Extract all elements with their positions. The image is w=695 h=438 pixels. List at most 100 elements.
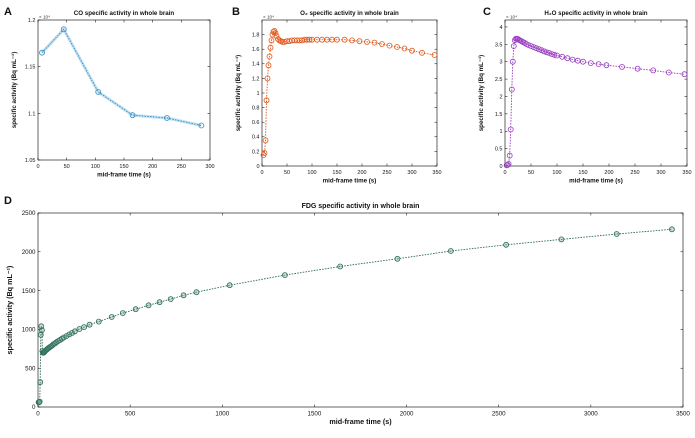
data-point	[559, 53, 566, 60]
data-point	[264, 75, 271, 82]
data-point	[681, 71, 688, 78]
data-point	[198, 122, 205, 129]
x-tick-label: 50	[528, 170, 534, 176]
data-point	[558, 236, 565, 243]
data-point	[164, 115, 170, 121]
x-tick-label: 2000	[400, 411, 414, 418]
y-tick-label: 1.15	[25, 65, 36, 71]
x-tick-label: 3500	[676, 411, 690, 418]
data-point	[394, 44, 400, 50]
panel-b: B O₂ specific activity in whole brain × 10…	[232, 6, 442, 185]
panel-d: D FDG specific activity in whole brain 0 50…	[4, 195, 690, 426]
axes-box	[37, 212, 684, 408]
data-point	[337, 263, 344, 270]
x-tick-label: 300	[656, 170, 665, 176]
data-point	[548, 51, 555, 57]
data-point	[409, 47, 415, 54]
data-point	[564, 55, 571, 62]
data-point	[273, 33, 280, 39]
data-point	[356, 38, 363, 45]
y-tick-label: 1	[499, 129, 502, 135]
x-tick-label: 1000	[215, 411, 229, 418]
x-tick-label: 0	[503, 170, 506, 176]
y-tick-label: 2	[499, 94, 502, 100]
data-point	[39, 49, 45, 56]
y-tick-label: 1.05	[25, 158, 36, 164]
chart-title: H₂O specific activity in whole brain	[544, 10, 647, 17]
y-axis-label: specific activity (Bq mL⁻¹)	[5, 265, 14, 354]
x-tick-label: 250	[177, 164, 186, 170]
data-point	[37, 379, 44, 386]
data-point	[595, 61, 602, 67]
data-point	[36, 398, 43, 405]
y-tick-label: 1.6	[252, 47, 260, 53]
y-tick-label: 500	[25, 365, 36, 372]
y-tick-label: 2.5	[495, 77, 503, 83]
data-point	[334, 36, 340, 43]
data-point	[510, 43, 517, 49]
x-tick-label: 300	[205, 164, 214, 170]
x-axis-label: mid-frame time (s)	[569, 178, 623, 185]
data-point	[551, 51, 558, 58]
data-point	[145, 302, 152, 309]
data-point	[306, 36, 313, 43]
panel-label: C	[483, 6, 491, 18]
chart-title: FDG specific activity in whole brain	[302, 203, 420, 210]
data-point	[580, 58, 586, 65]
data-point	[603, 62, 610, 69]
x-tick-label: 200	[357, 170, 366, 176]
x-tick-label: 350	[682, 170, 691, 176]
y-tick-label: 2000	[22, 249, 36, 256]
data-point	[72, 328, 78, 335]
x-tick-label: 50	[284, 170, 290, 176]
data-point	[546, 50, 553, 56]
x-tick-label: 150	[332, 170, 341, 176]
y-tick-label: 1.4	[252, 62, 260, 68]
y-tick-label: 0.6	[252, 120, 260, 126]
x-tick-label: 0	[36, 411, 40, 418]
y-tick-label: 0.8	[252, 106, 260, 112]
x-tick-label: 200	[604, 170, 613, 176]
x-tick-label: 0	[36, 164, 39, 170]
data-point	[349, 37, 355, 44]
data-point	[419, 49, 425, 56]
y-tick-label: 4	[499, 25, 502, 31]
data-point	[541, 48, 547, 55]
x-tick-label: 2500	[492, 411, 506, 418]
y-tick-label: 1.2	[252, 76, 260, 82]
data-point	[569, 56, 576, 63]
axis-exponent: × 10⁴	[506, 15, 517, 20]
y-axis-label: specific activity (Bq mL⁻¹)	[11, 52, 18, 129]
data-point	[619, 64, 625, 70]
y-tick-label: 1.2	[28, 18, 36, 24]
x-tick-label: 250	[630, 170, 639, 176]
panel-a: A CO specific activity in whole brain × 10…	[4, 6, 215, 179]
chart-title: CO specific activity in whole brain	[74, 10, 175, 17]
x-tick-label: 100	[307, 170, 316, 176]
data-point	[543, 49, 550, 56]
data-point	[509, 58, 516, 65]
y-tick-label: 1.8	[252, 33, 260, 39]
data-point	[669, 226, 675, 233]
y-tick-label: 0.2	[252, 149, 260, 155]
y-tick-label: 0.5	[495, 147, 503, 153]
data-point	[180, 292, 187, 299]
x-axis-label: mid-frame time (s)	[329, 417, 392, 426]
data-point	[263, 97, 270, 104]
y-tick-label: 0	[32, 404, 36, 411]
data-point	[503, 241, 510, 248]
panel-label: A	[4, 6, 12, 18]
axis-exponent: × 10⁴	[263, 15, 274, 20]
data-point	[262, 137, 269, 144]
x-tick-label: 150	[119, 164, 128, 170]
x-axis-label: mid-frame time (s)	[97, 172, 151, 179]
data-point	[129, 112, 136, 119]
y-tick-label: 0	[499, 164, 502, 170]
chart-title: O₂ specific activity in whole brain	[300, 10, 399, 17]
data-point	[386, 42, 393, 49]
y-axis-label: specific activity (Bq mL⁻¹)	[235, 55, 242, 132]
data-point	[119, 310, 126, 317]
data-point	[81, 324, 87, 331]
x-tick-label: 200	[148, 164, 157, 170]
